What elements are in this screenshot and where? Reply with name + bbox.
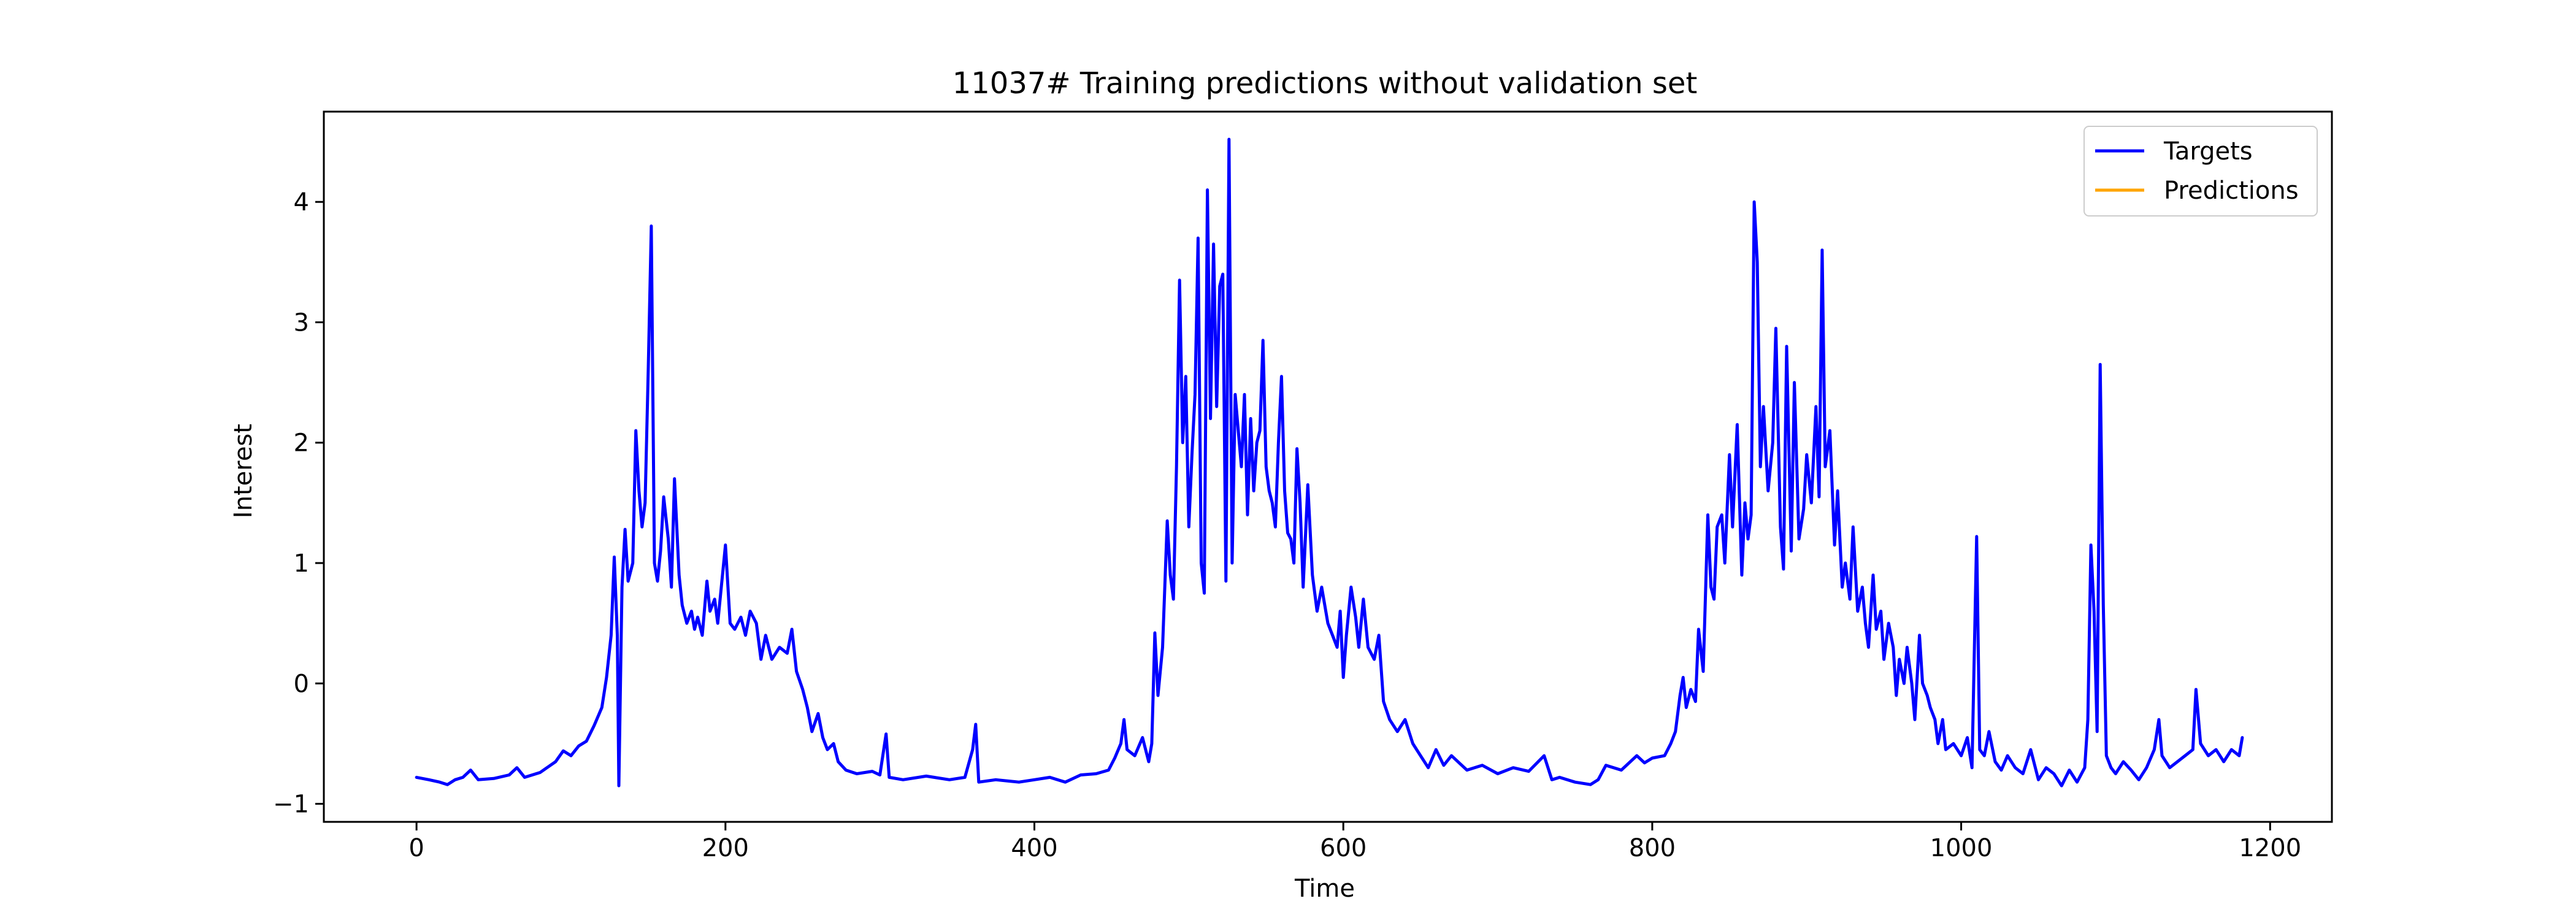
y-tick-label: 1 bbox=[294, 550, 309, 578]
x-axis: 0 200 400 600 800 1000 1200 bbox=[408, 822, 2301, 862]
y-tick-label: 4 bbox=[294, 188, 309, 217]
x-tick-label: 0 bbox=[408, 834, 424, 862]
series-layer bbox=[415, 137, 2244, 788]
x-tick-label: 600 bbox=[1320, 834, 1367, 862]
y-tick-label: −1 bbox=[273, 791, 309, 819]
legend-box bbox=[2083, 126, 2318, 217]
y-tick-label: 2 bbox=[294, 429, 309, 458]
x-axis-title: Time bbox=[1294, 875, 1355, 903]
series-line-targets bbox=[415, 137, 2244, 788]
chart-title: 11037# Training predictions without vali… bbox=[953, 66, 1698, 101]
x-tick-label: 400 bbox=[1011, 834, 1057, 862]
x-tick-label: 1200 bbox=[2239, 834, 2301, 862]
x-tick-label: 800 bbox=[1629, 834, 1676, 862]
legend-label-predictions: Predictions bbox=[2164, 177, 2299, 205]
plot-area-frame bbox=[323, 110, 2333, 823]
y-axis: −1 0 1 2 3 4 bbox=[273, 188, 324, 819]
legend-label-targets: Targets bbox=[2163, 137, 2253, 166]
y-axis-title: Interest bbox=[229, 424, 258, 518]
y-tick-label: 0 bbox=[294, 670, 309, 698]
x-tick-label: 1000 bbox=[1930, 834, 1993, 862]
legend: Targets Predictions bbox=[2083, 126, 2318, 217]
x-tick-label: 200 bbox=[702, 834, 749, 862]
y-tick-label: 3 bbox=[294, 309, 309, 337]
